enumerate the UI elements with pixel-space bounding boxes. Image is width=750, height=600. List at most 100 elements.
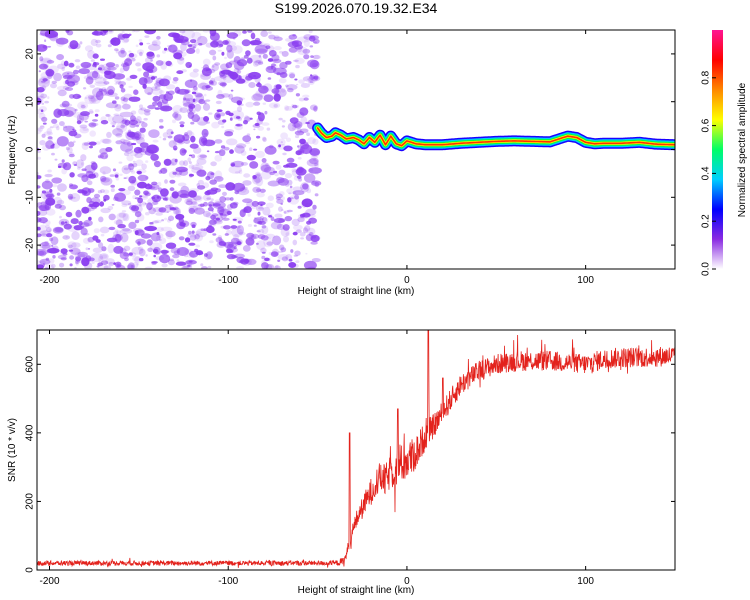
noise-blob (267, 258, 271, 262)
noise-blob (188, 43, 197, 50)
noise-blob (152, 220, 159, 224)
noise-blob (298, 177, 302, 182)
noise-blob (270, 65, 274, 70)
noise-blob (75, 256, 82, 262)
noise-blob (296, 175, 302, 179)
snr-y-label: SNR (10 * v/v) (7, 418, 18, 482)
noise-blob (260, 247, 267, 254)
noise-blob (295, 260, 300, 263)
noise-blob (228, 72, 238, 80)
noise-blob (131, 205, 140, 212)
noise-blob (139, 127, 146, 133)
noise-blob (262, 206, 271, 216)
noise-blob (175, 261, 187, 266)
noise-blob (252, 92, 263, 101)
noise-blob (167, 215, 175, 222)
noise-blob (37, 260, 41, 266)
noise-blob (273, 218, 286, 223)
noise-blob (114, 82, 118, 85)
noise-blob (172, 171, 177, 175)
noise-blob (173, 52, 183, 60)
noise-blob (104, 70, 116, 80)
noise-blob (107, 205, 114, 211)
noise-blob (194, 207, 205, 215)
noise-blob (238, 75, 242, 81)
noise-blob (255, 205, 264, 212)
noise-blob (115, 64, 119, 68)
noise-blob (55, 37, 69, 45)
noise-blob (309, 148, 321, 156)
noise-blob (37, 185, 41, 189)
noise-blob (233, 246, 237, 250)
noise-blob (39, 106, 47, 112)
noise-blob (128, 119, 138, 125)
noise-blob (68, 195, 73, 199)
noise-blob (128, 252, 137, 257)
noise-blob (114, 48, 119, 52)
noise-blob (52, 143, 55, 146)
noise-blob (134, 211, 142, 218)
noise-blob (164, 179, 168, 184)
noise-blob (40, 71, 52, 79)
noise-blob (255, 48, 268, 53)
noise-blob (130, 57, 136, 62)
noise-blob (165, 242, 177, 249)
noise-blob (47, 250, 51, 254)
noise-blob (219, 70, 223, 74)
noise-blob (131, 136, 140, 141)
noise-blob (162, 137, 167, 141)
noise-blob (261, 260, 267, 266)
noise-blob (37, 87, 45, 93)
noise-blob (196, 228, 207, 238)
noise-blob (137, 197, 144, 204)
noise-blob (140, 107, 147, 111)
noise-blob (89, 97, 97, 104)
noise-blob (194, 42, 199, 46)
noise-blob (128, 175, 137, 184)
noise-blob (121, 98, 128, 105)
noise-blob (231, 217, 244, 223)
noise-blob (122, 227, 131, 232)
noise-blob (288, 34, 298, 40)
noise-blob (232, 160, 244, 168)
y-tick-label: 400 (25, 424, 36, 441)
noise-blob (186, 130, 193, 136)
noise-blob (80, 111, 90, 117)
noise-blob (219, 74, 227, 79)
noise-blob (267, 58, 274, 62)
noise-blob (252, 61, 259, 67)
noise-blob (243, 54, 249, 59)
noise-blob (292, 191, 297, 196)
noise-blob (153, 254, 156, 258)
noise-blob (128, 85, 133, 88)
noise-blob (265, 163, 269, 167)
noise-blob (128, 52, 135, 58)
noise-blob (225, 62, 233, 69)
noise-blob (50, 263, 56, 269)
noise-blob (260, 164, 272, 173)
noise-blob (119, 84, 124, 89)
noise-blob (218, 208, 231, 217)
noise-blob (303, 97, 309, 101)
noise-blob (37, 175, 42, 180)
noise-blob (243, 120, 248, 125)
noise-blob (282, 224, 290, 231)
noise-blob (213, 203, 221, 207)
noise-blob (125, 148, 134, 154)
noise-blob (191, 167, 202, 174)
colorbar-tick-label: 0.2 (701, 214, 712, 228)
noise-blob (132, 255, 141, 262)
noise-blob (159, 238, 162, 241)
noise-blob (91, 70, 99, 79)
noise-blob (223, 241, 234, 249)
noise-blob (211, 213, 219, 217)
noise-blob (159, 125, 164, 129)
noise-blob (88, 95, 99, 102)
noise-blob (292, 231, 298, 236)
noise-blob (206, 150, 210, 153)
noise-blob (283, 211, 287, 214)
noise-blob (143, 76, 154, 84)
noise-blob (305, 252, 308, 255)
noise-blob (261, 158, 267, 163)
noise-blob (302, 183, 309, 190)
